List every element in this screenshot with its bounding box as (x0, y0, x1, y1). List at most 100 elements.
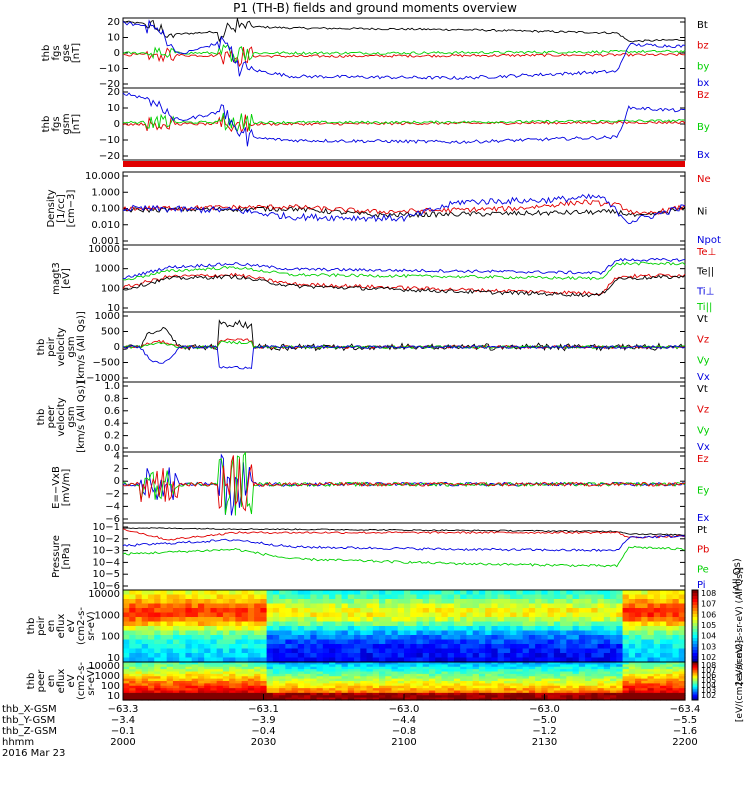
y-axis-label: peer (36, 669, 47, 693)
heat-cell (510, 644, 517, 650)
heat-cell (160, 692, 168, 696)
heat-cell (553, 690, 561, 694)
heat-cell (503, 695, 511, 699)
heat-cell (266, 657, 274, 663)
heat-cell (354, 681, 361, 684)
heat-cell (166, 688, 174, 692)
heat-cell (647, 662, 655, 665)
heat-cell (204, 695, 212, 699)
heat-cell (497, 673, 505, 677)
heat-cell (416, 648, 424, 654)
heat-cell (279, 648, 286, 654)
heat-cell (647, 683, 655, 687)
heat-cell (435, 639, 443, 645)
heat-cell (222, 692, 230, 696)
heat-cell (385, 669, 393, 673)
heat-cell (428, 664, 436, 668)
heat-cell (653, 657, 661, 663)
heat-cell (160, 648, 168, 654)
heat-cell (460, 688, 468, 692)
heat-cell (497, 617, 505, 623)
heat-cell (647, 630, 655, 636)
heat-cell (366, 657, 374, 663)
heat-cell (435, 666, 443, 670)
heat-cell (622, 635, 630, 641)
heat-cell (541, 617, 549, 623)
heat-cell (603, 617, 611, 623)
heat-cell (147, 664, 155, 668)
heat-cell (260, 630, 268, 636)
heat-cell (547, 639, 555, 645)
heat-cell (335, 594, 343, 600)
heat-cell (310, 630, 318, 636)
heat-cell (272, 681, 280, 684)
heat-cell (428, 608, 436, 614)
heat-cell (347, 594, 355, 600)
y-tick-label: 0.001 (91, 236, 120, 247)
heat-cell (141, 599, 149, 605)
heat-cell (491, 630, 499, 636)
heat-cell (147, 617, 155, 623)
heat-cell (129, 608, 137, 614)
heat-cell (266, 648, 274, 654)
heat-cell (660, 681, 667, 684)
heat-cell (360, 676, 368, 680)
heat-cell (678, 688, 686, 692)
heat-cell (166, 603, 174, 609)
heat-cell (235, 697, 243, 701)
heat-cell (528, 608, 536, 614)
heat-cell (635, 639, 642, 645)
heat-cell (603, 590, 611, 596)
heat-cell (310, 697, 318, 701)
heat-cell (666, 657, 674, 663)
heat-cell (129, 664, 137, 668)
heat-cell (547, 662, 555, 665)
heat-cell (585, 664, 592, 668)
heat-cell (354, 685, 361, 689)
heat-cell (547, 669, 555, 673)
heat-cell (210, 626, 218, 632)
heat-cell (291, 657, 299, 663)
heat-cell (603, 594, 611, 600)
heat-cell (572, 648, 580, 654)
heat-cell (647, 669, 655, 673)
heat-cell (354, 673, 361, 677)
heat-cell (291, 671, 299, 675)
heat-cell (266, 669, 274, 673)
heat-cell (566, 603, 574, 609)
heat-cell (478, 612, 486, 618)
heat-cell (591, 669, 599, 673)
heat-cell (135, 669, 143, 673)
heat-cell (516, 683, 524, 687)
heat-cell (547, 697, 555, 701)
heat-cell (497, 662, 505, 665)
heat-cell (435, 590, 443, 596)
y-tick-label: 0.100 (91, 204, 120, 215)
heat-cell (160, 673, 168, 677)
heat-cell (666, 683, 674, 687)
heat-cell (204, 681, 212, 684)
heat-cell (641, 673, 649, 677)
heat-cell (653, 685, 661, 689)
heat-cell (541, 685, 549, 689)
heat-cell (422, 617, 430, 623)
heat-cell (441, 685, 449, 689)
heat-cell (435, 617, 443, 623)
heat-cell (385, 639, 393, 645)
heat-cell (478, 630, 486, 636)
heat-cell (672, 639, 680, 645)
heat-cell (322, 666, 330, 670)
heat-cell (535, 590, 542, 596)
heat-cell (422, 608, 430, 614)
heat-cell (141, 662, 149, 665)
heat-cell (379, 669, 386, 673)
heat-cell (235, 690, 243, 694)
heat-cell (441, 681, 449, 684)
heat-cell (241, 626, 249, 632)
heat-cell (316, 662, 324, 665)
heat-cell (360, 648, 368, 654)
colorbar-step (692, 644, 698, 648)
heat-cell (453, 671, 461, 675)
heat-cell (310, 685, 318, 689)
heat-cell (635, 685, 642, 689)
